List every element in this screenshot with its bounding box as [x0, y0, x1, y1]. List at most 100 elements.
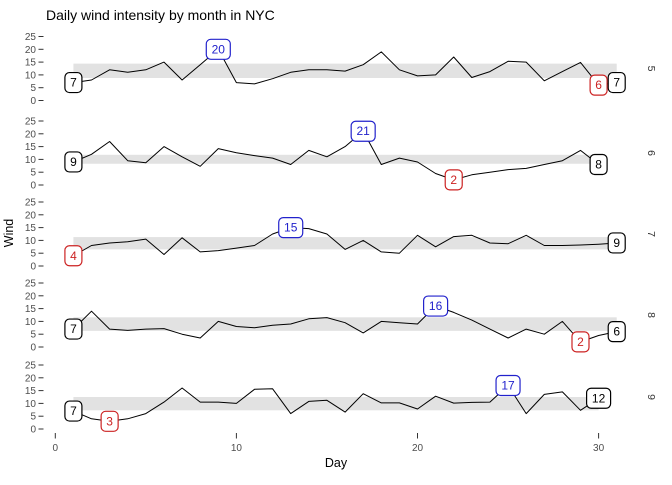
y-tick-label: 25 — [25, 279, 37, 290]
y-tick-label: 0 — [30, 343, 36, 354]
label-max-text: 16 — [429, 299, 443, 313]
label-min: 3 — [100, 410, 119, 432]
label-start-box — [64, 400, 83, 422]
label-end: 8 — [589, 153, 608, 176]
label-max: 17 — [495, 374, 521, 397]
label-min-text: 3 — [106, 414, 113, 428]
label-start-box — [64, 318, 83, 340]
label-max-text: 15 — [284, 221, 298, 235]
label-start-text: 9 — [70, 155, 77, 169]
y-tick-label: 10 — [25, 155, 37, 166]
label-end-box — [607, 321, 626, 343]
label-end: 12 — [585, 387, 612, 409]
y-tick-label: 25 — [25, 198, 37, 209]
label-min-box — [100, 410, 119, 432]
label-end-text: 8 — [595, 158, 602, 172]
label-min: 4 — [64, 245, 83, 267]
label-max: 21 — [350, 120, 376, 142]
label-start: 7 — [64, 400, 83, 422]
y-tick-label: 5 — [30, 249, 36, 260]
label-min: 6 — [589, 74, 608, 96]
label-min: 2 — [444, 169, 463, 191]
quantile-band — [73, 317, 617, 331]
quantile-band — [73, 154, 599, 164]
label-max: 20 — [205, 38, 231, 60]
label-start-box — [64, 151, 83, 173]
y-tick-label: 5 — [30, 330, 36, 341]
wind-line — [73, 48, 617, 86]
label-end-text: 7 — [613, 76, 620, 90]
x-axis-title: Day — [325, 456, 348, 470]
label-max-box — [278, 217, 304, 239]
y-tick-label: 20 — [25, 45, 37, 56]
label-max-text: 21 — [356, 124, 370, 138]
label-min-box — [571, 331, 590, 353]
label-end-text: 6 — [613, 325, 620, 339]
label-start-text: 7 — [70, 76, 77, 90]
facet-strip-label: 5 — [645, 66, 657, 72]
x-axis: 0 10 20 30 — [53, 433, 605, 454]
label-start: 9 — [64, 151, 83, 173]
label-max-text: 20 — [212, 42, 226, 56]
x-tick-label: 20 — [412, 443, 424, 454]
label-end: 6 — [607, 321, 626, 343]
label-start: 7 — [64, 71, 83, 94]
label-start: 7 — [64, 318, 83, 340]
y-tick-label: 0 — [30, 181, 36, 192]
label-end: 7 — [607, 71, 626, 94]
y-tick-label: 15 — [25, 386, 37, 397]
y-tick-label: 15 — [25, 223, 37, 234]
label-min: 2 — [571, 331, 590, 353]
label-end-box — [607, 232, 626, 254]
y-tick-label: 0 — [30, 425, 36, 436]
y-tick-label: 10 — [25, 70, 37, 81]
label-max-box — [205, 38, 231, 60]
label-min-text: 2 — [577, 335, 584, 349]
label-end-text: 9 — [613, 236, 620, 250]
y-tick-label: 10 — [25, 317, 37, 328]
y-tick-label: 15 — [25, 142, 37, 153]
y-tick-label: 20 — [25, 210, 37, 221]
label-min-box — [444, 169, 463, 191]
facet-strip-label: 7 — [645, 231, 657, 237]
facet-strip-label: 6 — [645, 150, 657, 156]
y-tick-label: 20 — [25, 129, 37, 140]
label-max-box — [495, 374, 521, 397]
label-end-box — [589, 153, 608, 176]
label-end: 9 — [607, 232, 626, 254]
label-max: 16 — [423, 295, 449, 317]
wind-line — [73, 305, 617, 343]
label-max: 15 — [278, 217, 304, 239]
y-tick-label: 10 — [25, 399, 37, 410]
y-tick-label: 0 — [30, 96, 36, 107]
y-tick-label: 25 — [25, 361, 37, 372]
chart-title: Daily wind intensity by month in NYC — [46, 7, 275, 23]
y-tick-label: 0 — [30, 262, 36, 273]
label-max-box — [350, 120, 376, 142]
label-start-text: 7 — [70, 322, 77, 336]
label-end-box — [607, 71, 626, 94]
label-min-box — [64, 245, 83, 267]
label-min-text: 6 — [595, 78, 602, 92]
y-tick-label: 25 — [25, 117, 37, 128]
y-tick-label: 25 — [25, 32, 37, 43]
label-min-text: 2 — [450, 173, 457, 187]
y-tick-label: 5 — [30, 83, 36, 94]
x-tick-label: 30 — [593, 443, 605, 454]
quantile-band — [73, 397, 599, 411]
label-max-text: 17 — [501, 378, 515, 392]
y-tick-label: 20 — [25, 373, 37, 384]
facet-strip-label: 8 — [645, 312, 657, 318]
wind-line — [73, 130, 599, 181]
quantile-band — [73, 237, 617, 250]
label-start-box — [64, 71, 83, 94]
label-end-text: 12 — [592, 391, 606, 405]
y-tick-label: 20 — [25, 291, 37, 302]
